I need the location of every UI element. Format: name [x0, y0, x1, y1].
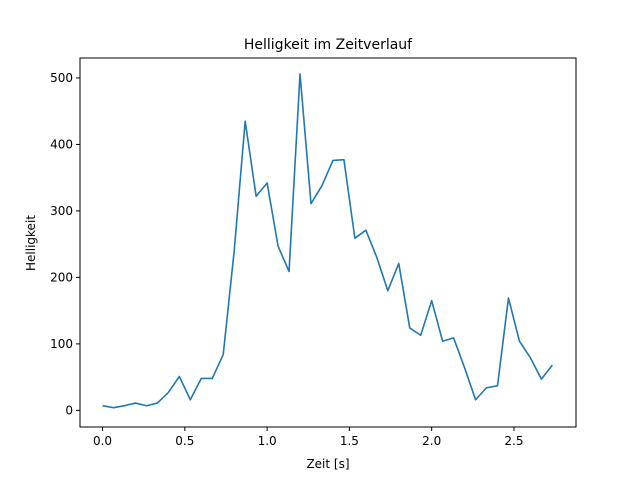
y-tick-label: 400 [50, 137, 73, 151]
y-axis-label: Helligkeit [24, 215, 38, 271]
y-tick-label: 0 [65, 403, 73, 417]
y-tick-label: 300 [50, 204, 73, 218]
data-series [102, 73, 553, 409]
x-tick-label: 1.0 [258, 434, 277, 448]
x-tick-label: 1.5 [340, 434, 359, 448]
x-axis-label: Zeit [s] [306, 457, 349, 471]
y-tick-label: 200 [50, 270, 73, 284]
chart-title: Helligkeit im Zeitverlauf [244, 37, 413, 53]
axis-ticks: 0.0 0.5 1.0 1.5 2.0 2.5 0 100 200 300 400 500 [50, 71, 523, 448]
series-line [102, 73, 553, 409]
plot-frame [79, 57, 577, 428]
x-tick-label: 2.5 [504, 434, 523, 448]
x-tick-label: 2.0 [422, 434, 441, 448]
y-tick-label: 100 [50, 337, 73, 351]
x-tick-label: 0.0 [93, 434, 112, 448]
y-tick-label: 500 [50, 71, 73, 85]
x-tick-label: 0.5 [175, 434, 194, 448]
